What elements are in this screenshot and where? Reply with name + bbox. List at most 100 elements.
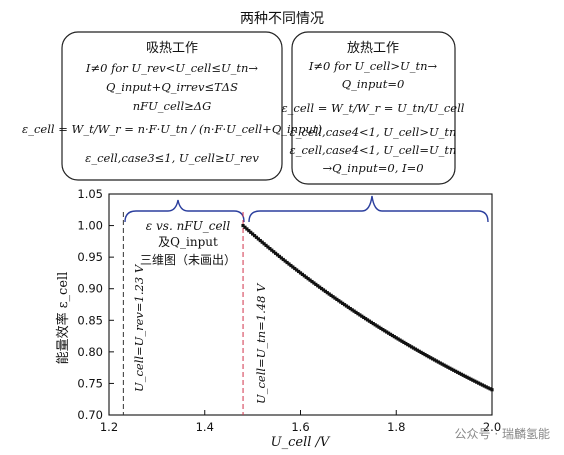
curve-point xyxy=(396,337,400,341)
y-tick-label: 0.70 xyxy=(77,408,103,422)
curve-point xyxy=(400,339,404,343)
exothermic-line-3: ε_cell = W_t/W_r = U_tn/U_cell xyxy=(282,101,465,115)
curve-point xyxy=(423,352,427,357)
x-axis: 1.2 1.4 1.6 1.8 2.0 xyxy=(100,410,501,434)
curve-point xyxy=(454,369,458,373)
curve-point xyxy=(291,265,295,269)
curve-point xyxy=(274,251,278,255)
curve-point xyxy=(404,341,408,346)
endothermic-line-1: I≠0 for U_rev<U_cell≤U_tn→ xyxy=(85,61,259,75)
curve-point xyxy=(369,320,373,324)
x-tick-label: 1.6 xyxy=(291,420,309,434)
curve-point xyxy=(335,297,339,302)
figure-title: 两种不同情况 xyxy=(240,11,324,27)
curve-point xyxy=(467,376,471,380)
curve-point xyxy=(319,286,324,291)
curve-point xyxy=(306,277,310,281)
curve-point xyxy=(486,386,490,390)
curve-point xyxy=(402,340,406,344)
curve-point xyxy=(461,373,465,377)
y-tick-label: 0.80 xyxy=(77,345,103,359)
curve-point xyxy=(321,288,326,292)
curve-point xyxy=(285,260,289,265)
curve-point xyxy=(245,227,249,231)
curve-point xyxy=(339,300,343,304)
curve-point xyxy=(283,259,287,263)
curve-point xyxy=(411,346,416,350)
right-brace xyxy=(248,195,489,223)
curve-point xyxy=(325,291,329,295)
y-tick-label: 0.75 xyxy=(77,376,103,390)
curve-point xyxy=(478,382,483,386)
curve-point xyxy=(442,363,446,367)
curve-point xyxy=(377,325,381,329)
curve-point xyxy=(272,250,276,254)
curve-point xyxy=(480,383,485,387)
curve-point xyxy=(333,296,337,300)
curve-point xyxy=(348,306,352,311)
curve-point xyxy=(304,275,308,279)
curve-point xyxy=(375,324,379,328)
curve-point xyxy=(310,279,314,284)
note-line-3: 三维图（未画出） xyxy=(140,253,236,267)
curve-point xyxy=(295,268,299,272)
curve-point xyxy=(476,381,481,385)
curve-point xyxy=(341,301,345,305)
curve-point xyxy=(316,284,320,288)
exothermic-line-4: ε_cell,case4<1, U_cell>U_tn xyxy=(290,125,457,139)
curve-point xyxy=(356,312,360,316)
y-tick-label: 0.85 xyxy=(77,313,103,327)
curve-point xyxy=(455,370,460,374)
y-tick-label: 0.95 xyxy=(77,250,103,264)
curve-point xyxy=(302,274,306,278)
note-line-2: 及Q_input xyxy=(158,235,218,249)
curve-point xyxy=(258,238,262,243)
note-line-1: ε vs. nFU_cell xyxy=(146,219,231,233)
endothermic-line-3: nFU_cell≥ΔG xyxy=(133,99,212,113)
curve-point xyxy=(385,330,389,334)
exothermic-line-6: →Q_input=0, I=0 xyxy=(322,161,423,175)
y-axis: 0.70 0.75 0.80 0.85 0.90 0.95 1.00 1.05 xyxy=(77,187,114,422)
curve-point xyxy=(262,242,266,246)
curve-point xyxy=(463,374,467,378)
curve-point xyxy=(390,333,395,338)
curve-point xyxy=(264,243,268,248)
exothermic-box-title: 放热工作 xyxy=(347,41,399,56)
curve-point xyxy=(379,326,383,331)
curve-point xyxy=(425,354,429,358)
curve-point xyxy=(469,377,473,381)
curve-point xyxy=(298,271,303,275)
curve-point xyxy=(308,278,312,282)
curve-point xyxy=(331,295,335,299)
curve-point xyxy=(484,385,488,389)
curve-point xyxy=(312,281,316,285)
curve-point xyxy=(457,371,462,375)
curve-point xyxy=(386,331,391,335)
curve-point xyxy=(346,305,350,309)
curve-point xyxy=(408,344,412,348)
endothermic-box: 吸热工作 I≠0 for U_rev<U_cell≤U_tn→ Q_input+… xyxy=(22,31,322,181)
curve-point xyxy=(337,299,341,303)
curve-point xyxy=(448,366,452,370)
curve-point xyxy=(392,335,396,339)
curve-point xyxy=(260,240,264,244)
reference-lines xyxy=(122,212,244,415)
curve-point xyxy=(490,388,494,392)
curve-point xyxy=(281,257,285,262)
curve-point xyxy=(446,365,450,369)
curve-point xyxy=(429,356,433,360)
curve-point xyxy=(417,349,421,353)
curve-point xyxy=(413,347,417,351)
curve-point xyxy=(268,246,272,251)
curve-point xyxy=(360,314,364,318)
curve-point xyxy=(373,323,377,327)
curve-point xyxy=(471,378,475,382)
curve-point xyxy=(256,237,260,241)
curve-point xyxy=(406,343,410,347)
curve-point xyxy=(415,348,419,352)
curve-point xyxy=(254,235,259,239)
y-tick-label: 0.90 xyxy=(77,282,103,296)
y-axis-label: 能量效率 ε_cell xyxy=(55,272,71,365)
curve-point xyxy=(432,358,437,362)
exothermic-box: 放热工作 I≠0 for U_cell>U_tn→ Q_input=0 ε_ce… xyxy=(282,31,465,185)
